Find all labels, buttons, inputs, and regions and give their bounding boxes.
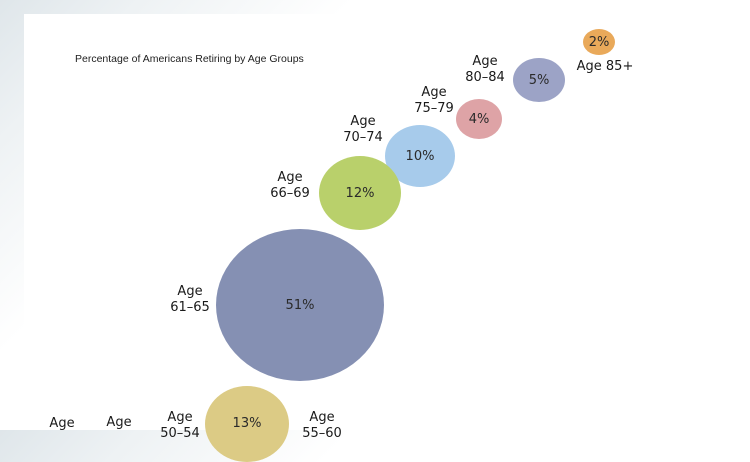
bubble-value: 2% xyxy=(588,34,610,50)
label-age-75-79: Age 75–79 xyxy=(414,85,454,116)
label-age-50-54: Age 50–54 xyxy=(160,410,200,441)
label-age-group-a: Age xyxy=(49,416,75,431)
label-age-66-69: Age 66–69 xyxy=(270,170,310,201)
label-age-group-b: Age xyxy=(106,415,132,430)
bubble-age-75-79: 4% xyxy=(456,99,502,139)
label-age-80-84: Age 80–84 xyxy=(465,54,505,85)
bubble-value: 10% xyxy=(405,148,435,164)
label-age-61-65: Age 61–65 xyxy=(170,284,210,315)
chart-page xyxy=(24,14,750,430)
label-age-70-74: Age 70–74 xyxy=(343,114,383,145)
bubble-age-66-69: 12% xyxy=(319,156,401,230)
bubble-value: 12% xyxy=(345,185,375,201)
bubble-age-61-65: 51% xyxy=(216,229,384,381)
chart-title: Percentage of Americans Retiring by Age … xyxy=(75,53,304,65)
label-age-85-plus: Age 85+ xyxy=(576,59,634,74)
bubble-value: 13% xyxy=(232,416,262,431)
bubble-value: 4% xyxy=(468,111,490,127)
bubble-age-85-plus: 2% xyxy=(583,29,615,55)
bubble-value: 51% xyxy=(285,297,315,313)
bubble-age-55-60: 13% xyxy=(205,386,289,462)
label-age-55-60: Age 55–60 xyxy=(302,410,342,441)
bubble-age-80-84: 5% xyxy=(513,58,565,102)
bubble-value: 5% xyxy=(528,72,550,88)
